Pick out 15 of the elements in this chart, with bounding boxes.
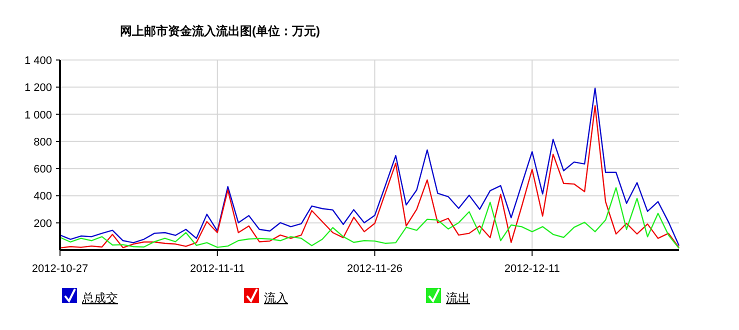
- y-tick-label: 1 200: [24, 82, 52, 94]
- legend-label: 流出: [446, 291, 470, 305]
- y-tick-label: 800: [34, 136, 52, 148]
- y-tick-label: 200: [34, 218, 52, 230]
- x-tick-label: 2012-10-27: [32, 263, 88, 275]
- x-tick-label: 2012-12-11: [504, 263, 560, 275]
- y-tick-label: 1 000: [24, 109, 52, 122]
- chart-title: 网上邮市资金流入流出图(单位：万元): [120, 24, 320, 38]
- x-tick-label: 2012-11-11: [190, 263, 245, 275]
- legend-label: 总成交: [81, 291, 118, 305]
- y-tick-label: 1 400: [24, 55, 52, 67]
- y-tick-label: 400: [34, 190, 52, 203]
- legend-label: 流入: [264, 291, 288, 305]
- y-tick-label: 600: [34, 164, 52, 176]
- x-tick-label: 2012-11-26: [347, 263, 402, 275]
